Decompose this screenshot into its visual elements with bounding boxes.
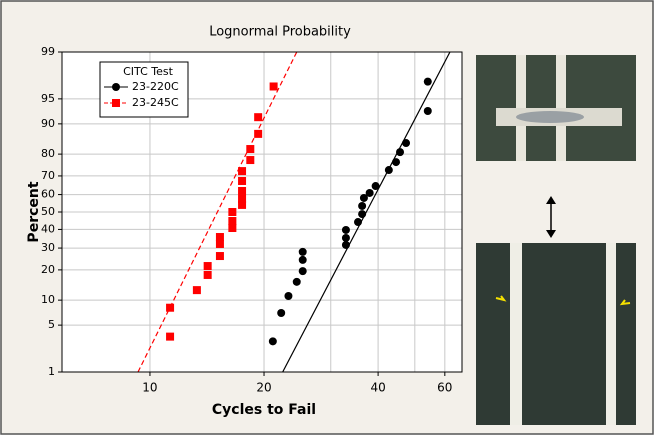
x-axis-label: Cycles to Fail [212, 402, 316, 418]
point [238, 186, 247, 195]
point [246, 156, 255, 165]
point [203, 270, 212, 279]
x-tick-label: 40 [370, 381, 385, 395]
point [392, 158, 401, 167]
y-tick-label: 40 [41, 222, 55, 235]
legend-marker [112, 83, 120, 91]
point [298, 267, 307, 276]
y-tick-label: 1 [48, 365, 55, 378]
point [298, 255, 307, 264]
point [423, 77, 432, 86]
legend-title: CITC Test [123, 65, 174, 78]
point [203, 262, 212, 271]
chart-title: Lognormal Probability [209, 25, 351, 40]
x-tick-label: 20 [256, 381, 271, 395]
point [269, 82, 278, 91]
point [365, 188, 374, 197]
legend-label: 23-220C [132, 80, 179, 93]
point [277, 308, 286, 317]
point [238, 176, 247, 185]
point [371, 182, 380, 191]
point [384, 166, 393, 175]
point [192, 286, 201, 295]
point [238, 194, 247, 203]
point [341, 225, 350, 234]
y-tick-label: 5 [48, 318, 55, 331]
plot [62, 51, 462, 373]
point [228, 216, 237, 225]
point [423, 107, 432, 116]
point [358, 210, 367, 219]
point [215, 233, 224, 242]
point [215, 239, 224, 248]
x-tick-label: 60 [437, 381, 452, 395]
legend-label: 23-245C [132, 96, 179, 109]
point [228, 208, 237, 216]
point [358, 201, 367, 210]
point [238, 200, 247, 209]
legend-marker [112, 99, 120, 107]
photo-top [476, 55, 636, 161]
x-tick-label: 10 [142, 381, 157, 395]
point [359, 193, 368, 202]
fit-line [137, 52, 298, 372]
point [402, 139, 411, 148]
point [228, 224, 237, 233]
point [215, 252, 224, 261]
photo-bottom [476, 243, 636, 425]
point [353, 218, 362, 227]
point [254, 113, 263, 122]
y-tick-label: 50 [41, 205, 55, 218]
y-tick-label: 90 [41, 117, 55, 130]
point [298, 247, 307, 256]
double-arrow [546, 196, 556, 238]
point [246, 145, 255, 154]
point [166, 303, 175, 312]
y-tick-label: 80 [41, 147, 55, 160]
point [238, 167, 247, 176]
point [341, 240, 350, 249]
y-tick-label: 10 [41, 293, 55, 306]
y-tick-label: 95 [41, 92, 55, 105]
y-axis-label: Percent [26, 181, 42, 242]
point [284, 291, 293, 300]
point [292, 277, 301, 286]
point [341, 233, 350, 242]
y-tick-label: 20 [41, 263, 55, 276]
point [254, 129, 263, 138]
fit-line [282, 52, 451, 372]
point [396, 148, 405, 157]
y-tick-label: 30 [41, 241, 55, 254]
y-tick-label: 70 [41, 169, 55, 182]
point [268, 337, 277, 346]
point [166, 332, 175, 341]
y-tick-label: 99 [41, 45, 55, 58]
y-tick-label: 60 [41, 188, 55, 201]
legend: CITC Test 23-220C 23-245C [99, 61, 189, 118]
